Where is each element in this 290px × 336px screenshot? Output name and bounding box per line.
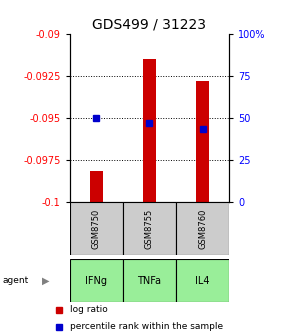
Bar	[70, 259, 123, 302]
Title: GDS499 / 31223: GDS499 / 31223	[92, 17, 206, 31]
Bar	[123, 259, 176, 302]
Text: GSM8760: GSM8760	[198, 208, 207, 249]
Text: TNFa: TNFa	[137, 276, 161, 286]
Bar	[176, 202, 229, 255]
Bar	[70, 202, 123, 255]
Bar	[90, 171, 103, 202]
Text: GSM8755: GSM8755	[145, 208, 154, 249]
Bar	[123, 202, 176, 255]
Bar	[143, 59, 156, 202]
Text: percentile rank within the sample: percentile rank within the sample	[70, 322, 223, 331]
Bar	[176, 259, 229, 302]
Text: log ratio: log ratio	[70, 305, 108, 314]
Text: IL4: IL4	[195, 276, 210, 286]
Text: IFNg: IFNg	[85, 276, 107, 286]
Text: agent: agent	[3, 276, 29, 285]
Text: GSM8750: GSM8750	[92, 208, 101, 249]
Bar	[196, 81, 209, 202]
Text: ▶: ▶	[42, 276, 50, 286]
